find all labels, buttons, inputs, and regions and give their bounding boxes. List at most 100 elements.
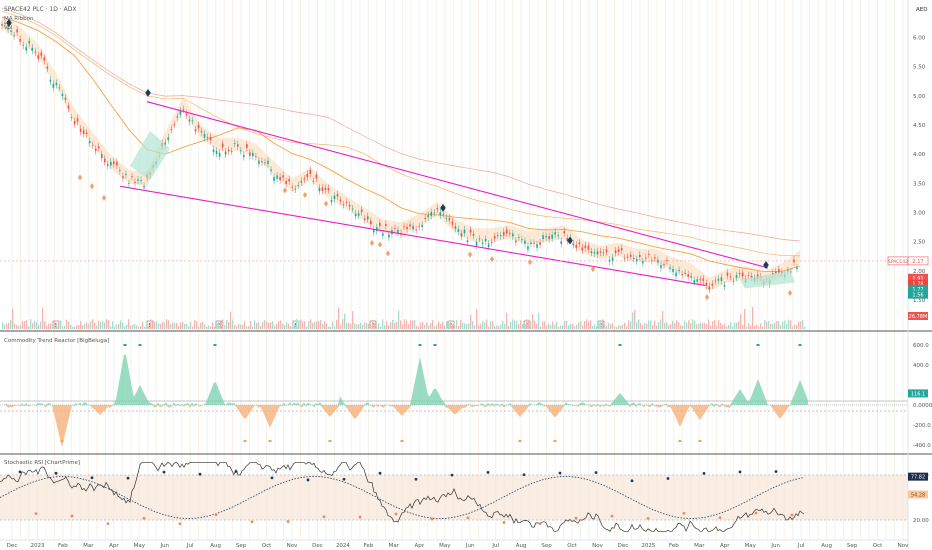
- volume-bar: [174, 323, 176, 329]
- price-badge[interactable]: 1.77: [908, 284, 928, 293]
- price-badge[interactable]: SPACE42 2.17: [887, 256, 929, 266]
- candle-body: [233, 143, 236, 144]
- candle-body: [230, 151, 233, 152]
- ctr-axis-tick: 600.0: [913, 343, 929, 349]
- candle-body: [433, 212, 436, 214]
- volume-bar: [736, 322, 738, 329]
- volume-bar: [342, 319, 344, 329]
- ctr-signal-marker: [138, 344, 142, 346]
- trendline-upper[interactable]: [146, 101, 769, 269]
- volume-bar: [400, 320, 402, 329]
- volume-bar: [344, 313, 346, 329]
- candle-body: [705, 282, 708, 286]
- volume-bar: [456, 320, 458, 329]
- pivot-high-marker: [567, 236, 573, 245]
- candle-body: [28, 41, 31, 44]
- rsi-dot-marker: [234, 470, 238, 473]
- ctr-pane[interactable]: [0, 344, 908, 447]
- candle-body: [73, 121, 76, 125]
- price-badge[interactable]: 26.78M: [908, 312, 928, 320]
- candle-body: [103, 158, 106, 163]
- price-badge[interactable]: 1.78: [908, 279, 928, 288]
- candle-body: [94, 148, 97, 152]
- volume-bar: [112, 321, 114, 329]
- volume-bar: [394, 323, 396, 329]
- volume-bar: [70, 324, 72, 329]
- candle-body: [215, 150, 218, 154]
- time-axis-label: Oct: [873, 543, 883, 549]
- volume-bar: [472, 321, 474, 329]
- ctr-signal-marker: [213, 344, 217, 346]
- volume-bar: [374, 322, 376, 329]
- candle-body: [227, 150, 230, 152]
- volume-bar: [434, 326, 436, 329]
- candle-body: [22, 44, 24, 46]
- volume-bar: [564, 320, 566, 329]
- indicator-volume[interactable]: Vol: [4, 25, 13, 31]
- volume-bar: [126, 324, 128, 329]
- volume-bar: [110, 326, 112, 329]
- right-price-axis[interactable]: 6.00 5.50 5.00 4.50 4.00 3.50 3.00 2.50 2.00 1.50…: [887, 36, 932, 525]
- volume-bar: [686, 322, 688, 329]
- time-axis-label: Nov: [898, 543, 909, 549]
- rsi-pane[interactable]: [0, 461, 908, 533]
- rsi-dot-marker: [286, 520, 290, 523]
- candle-body: [116, 161, 118, 166]
- volume-bar: [60, 320, 62, 329]
- volume-bar: [360, 322, 362, 329]
- rsi-dot-marker: [178, 522, 182, 526]
- price-pane[interactable]: EEEEEEEE: [0, 7, 908, 329]
- volume-bar: [66, 319, 68, 329]
- volume-bar: [740, 313, 742, 329]
- volume-bar: [116, 324, 118, 329]
- candle-body: [702, 278, 705, 281]
- volume-bar: [444, 325, 446, 329]
- price-badge[interactable]: 1.91: [908, 273, 928, 282]
- volume-bar: [582, 325, 584, 329]
- volume-bar: [304, 321, 306, 329]
- rsi-badge-mid: 54.28: [911, 493, 925, 499]
- volume-bar: [86, 322, 88, 329]
- volume-bar: [282, 323, 284, 329]
- candle-body: [424, 217, 426, 220]
- candle-body: [515, 240, 517, 243]
- candle-body: [490, 241, 493, 244]
- rsi-dot-marker: [558, 471, 562, 475]
- volume-bar: [270, 322, 272, 329]
- candle-body: [221, 143, 224, 148]
- volume-bar: [632, 312, 634, 329]
- price-badge[interactable]: 1.56: [908, 290, 928, 299]
- volume-bar: [324, 321, 326, 329]
- price-axis-tick: 4.00: [913, 152, 926, 158]
- candle-body: [729, 276, 732, 278]
- candle-body: [472, 233, 475, 236]
- volume-bar: [258, 321, 260, 329]
- symbol-title[interactable]: SPACE42 PLC · 1D · ADX: [4, 6, 76, 13]
- candle-body: [778, 269, 780, 273]
- time-axis-label: Mar: [83, 543, 94, 549]
- volume-bar: [754, 326, 756, 329]
- candle-body: [333, 195, 336, 199]
- volume-bar: [552, 321, 554, 329]
- ctr-title[interactable]: Commodity Trend Reactor [BigBeluga]: [4, 338, 109, 344]
- rsi-band: [0, 475, 908, 520]
- time-axis[interactable]: Dec 2023 Feb Mar Apr May Jun Jul Aug Sep Oct Nov Dec…: [7, 543, 909, 549]
- time-axis-label: Apr: [109, 543, 119, 549]
- candle-body: [699, 279, 702, 281]
- indicator-ma-ribbon[interactable]: MA Ribbon: [4, 16, 34, 22]
- volume-bar: [664, 323, 666, 329]
- price-badge-label: SPACE42: [888, 259, 908, 265]
- volume-bar: [162, 321, 164, 329]
- volume-bar: [182, 321, 184, 329]
- volume-bar: [246, 326, 248, 329]
- volume-bar: [52, 326, 54, 329]
- volume-bar: [32, 322, 34, 329]
- volume-bar: [504, 323, 506, 329]
- trendline-lower[interactable]: [119, 185, 706, 286]
- candle-body: [720, 277, 723, 282]
- volume-bar: [42, 307, 44, 329]
- volume-bar: [252, 326, 254, 329]
- rsi-title[interactable]: Stochastic RSI [ChartPrime]: [4, 460, 80, 466]
- volume-bar: [656, 325, 658, 329]
- candle-body: [372, 229, 375, 233]
